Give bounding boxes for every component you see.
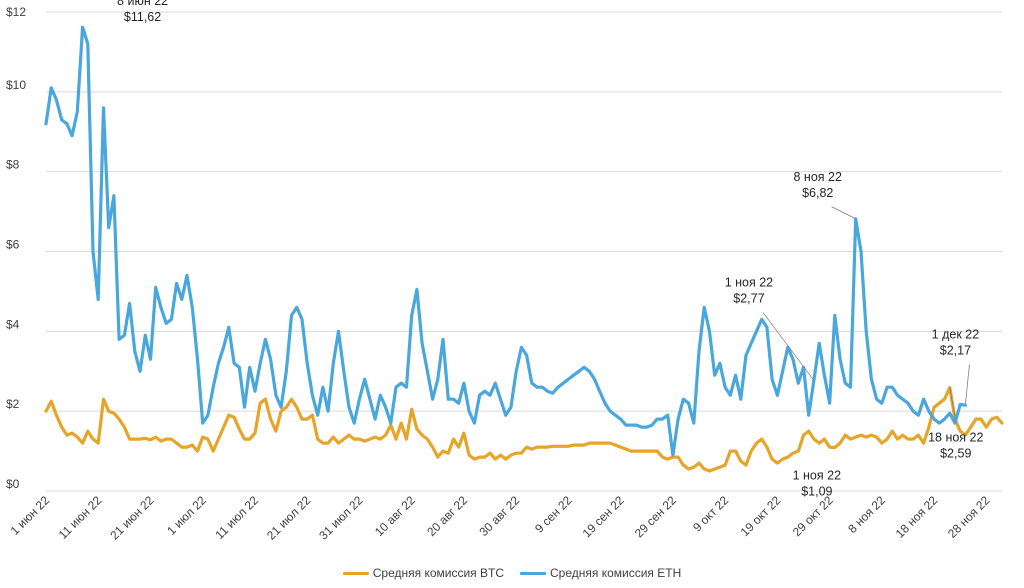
series-line-btc [44,386,1004,473]
annotation-value: $2,59 [940,447,971,461]
series-line-eth [44,25,967,457]
annotation-value: $11,62 [124,10,161,24]
x-tick-label: 1 июл 22 [164,493,209,538]
x-tick-label: 8 ноя 22 [845,493,888,536]
x-tick-label: 18 ноя 22 [893,493,941,541]
x-tick-label: 10 авг 22 [372,493,418,539]
legend-swatch-eth [520,571,546,575]
x-tick-label: 21 июн 22 [107,493,157,543]
y-tick-label: $10 [6,78,26,92]
annotation-value: $2,77 [733,291,764,305]
legend-swatch-btc [342,571,369,575]
annotation-leader [949,387,957,422]
legend-label-btc: Средняя комиссия BTC [372,566,504,580]
x-tick-label: 9 сен 22 [532,493,575,536]
annotation-date: 18 ноя 22 [928,431,983,445]
legend-item-eth[interactable]: Средняя комиссия ETH [520,566,681,580]
annotation-value: $6,82 [802,186,833,200]
x-tick-label: 31 июл 22 [316,493,366,543]
y-tick-label: $2 [6,397,20,411]
annotation-value: $2,17 [940,343,971,357]
y-tick-label: $12 [6,5,26,19]
x-tick-label: 19 сен 22 [580,493,627,540]
annotation-value: $1,09 [801,484,832,498]
chart-legend: Средняя комиссия BTC Средняя комиссия ET… [0,563,1024,583]
annotation-leader [965,364,970,405]
y-tick-label: $8 [6,158,20,172]
x-tick-label: 11 июн 22 [56,493,105,542]
x-tick-label: 28 ноя 22 [945,493,993,541]
annotation-date: 8 июн 22 [117,0,168,8]
y-tick-label: $0 [6,477,20,491]
x-tick-label: 21 июл 22 [264,493,314,543]
legend-item-btc[interactable]: Средняя комиссия BTC [342,566,504,580]
y-tick-label: $6 [6,238,20,252]
x-tick-label: 19 окт 22 [738,493,784,539]
x-tick-label: 1 июн 22 [8,493,53,538]
x-tick-label: 30 авг 22 [476,493,522,539]
x-tick-label: 29 сен 22 [632,493,679,540]
annotation-leader [762,312,815,381]
annotation-date: 8 ноя 22 [794,170,842,184]
legend-label-eth: Средняя комиссия ETH [550,566,682,580]
y-tick-label: $4 [6,317,20,331]
x-tick-label: 29 окт 22 [790,493,836,539]
annotation-leader [831,206,856,220]
annotation-date: 1 ноя 22 [725,275,773,289]
x-tick-label: 9 окт 22 [690,493,731,534]
x-tick-label: 20 авг 22 [424,493,470,539]
x-tick-label: 11 июл 22 [212,493,261,542]
annotation-date: 1 ноя 22 [793,468,841,482]
annotation-date: 1 дек 22 [932,327,980,341]
